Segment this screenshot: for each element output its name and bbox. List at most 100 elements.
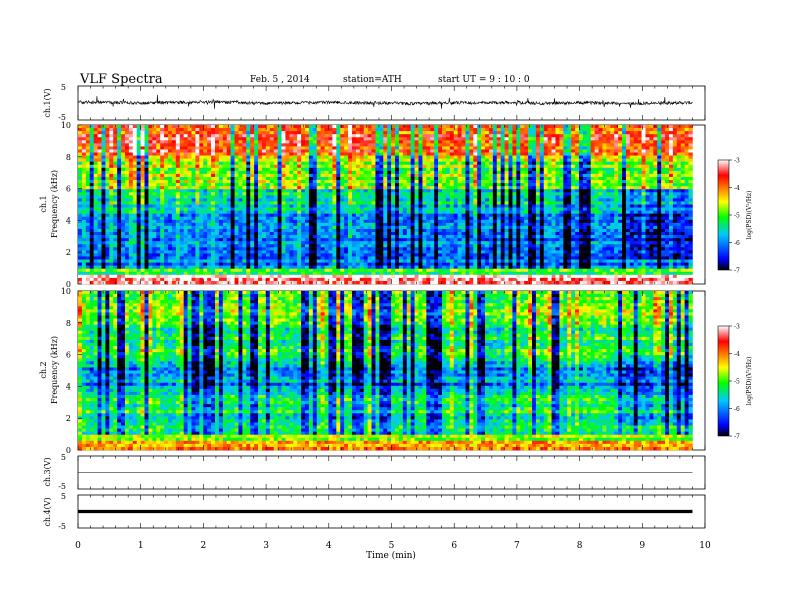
spectrogram-cell — [164, 216, 169, 221]
spectrogram-cell — [395, 186, 400, 190]
spectrogram-cell — [387, 183, 392, 187]
spectrogram-cell — [387, 207, 392, 211]
spectrogram-cell — [508, 146, 513, 150]
spectrogram-cell — [97, 186, 102, 190]
spectrogram-cell — [567, 207, 572, 211]
spectrogram-cell — [375, 131, 380, 135]
spectrogram-cell — [520, 180, 525, 184]
spectrogram-cell — [207, 164, 212, 169]
spectrogram-cell — [281, 164, 286, 169]
spectrogram-cell — [610, 192, 615, 196]
spectrogram-cell — [348, 192, 353, 196]
spectrogram-cell — [524, 189, 529, 193]
spectrogram-cell — [684, 213, 689, 218]
spectrogram-cell — [109, 134, 114, 138]
spectrogram-cell — [457, 189, 462, 193]
spectrogram-cell — [649, 152, 654, 156]
spectrogram-cell — [359, 189, 364, 193]
spectrogram-cell — [93, 207, 98, 211]
spectrogram-cell — [293, 152, 298, 156]
spectrogram-cell — [406, 189, 411, 193]
spectrogram-cell — [117, 173, 122, 178]
spectrogram-cell — [614, 195, 619, 199]
spectrogram-cell — [105, 140, 110, 144]
spectrogram-cell — [496, 134, 501, 138]
spectrogram-cell — [430, 176, 435, 181]
spectrogram-cell — [305, 128, 310, 132]
spectrogram-cell — [606, 173, 611, 178]
spectrogram-cell — [477, 192, 482, 196]
spectrogram-cell — [289, 152, 294, 156]
spectrogram-cell — [320, 195, 325, 199]
spectrogram-cell — [175, 137, 181, 141]
spectrogram-cell — [175, 207, 181, 211]
spectrogram-cell — [465, 161, 470, 166]
spectrogram-cell — [109, 125, 114, 129]
spectrogram-cell — [124, 192, 130, 196]
spectrogram-cell — [160, 158, 165, 162]
spectrogram-cell — [261, 173, 267, 178]
spectrogram-cell — [269, 210, 274, 214]
spectrogram-cell — [124, 155, 130, 159]
spectrogram-cell — [160, 125, 165, 129]
spectrogram-cell — [81, 219, 87, 224]
spectrogram-cell — [406, 186, 411, 190]
spectrogram-cell — [97, 201, 102, 205]
spectrogram-cell — [391, 198, 396, 202]
spectrogram-cell — [477, 152, 482, 156]
spectrogram-cell — [402, 167, 408, 172]
spectrogram-cell — [633, 152, 638, 156]
spectrogram-cell — [453, 146, 458, 150]
spectrogram-cell — [132, 176, 137, 181]
spectrogram-cell — [398, 201, 404, 205]
spectrogram-cell — [183, 137, 188, 141]
spectrogram-cell — [277, 192, 282, 196]
spectrogram-cell — [508, 192, 513, 196]
spectrogram-cell — [81, 128, 87, 132]
spectrogram-cell — [395, 176, 400, 181]
spectrogram-cell — [563, 155, 568, 159]
spectrogram-cell — [571, 216, 576, 221]
spectrogram-cell — [535, 210, 541, 214]
spectrogram-cell — [371, 213, 376, 218]
spectrogram-cell — [226, 125, 231, 129]
spectrogram-cell — [246, 173, 251, 178]
spectrogram-cell — [665, 207, 670, 211]
spectrogram-cell — [128, 149, 134, 153]
spectrogram-cell — [641, 195, 646, 199]
spectrogram-cell — [496, 152, 501, 156]
spectrogram-cell — [602, 180, 607, 184]
spectrogram-cell — [606, 143, 611, 147]
spectrogram-cell — [594, 167, 599, 172]
spectrogram-cell — [500, 158, 505, 162]
spectrogram-cell — [285, 137, 290, 141]
spectrogram-cell — [89, 143, 94, 147]
spectrogram-cell — [406, 192, 411, 196]
spectrogram-cell — [203, 192, 208, 196]
spectrogram-cell — [187, 131, 192, 135]
spectrogram-cell — [160, 183, 165, 187]
spectrogram-cell — [481, 186, 486, 190]
spectrogram-cell — [473, 134, 478, 138]
spectrogram-cell — [594, 198, 599, 202]
spectrogram-cell — [426, 210, 431, 214]
spectrogram-cell — [164, 131, 169, 135]
spectrogram-cell — [504, 128, 509, 132]
spectrogram-cell — [344, 155, 349, 159]
spectrogram-cell — [524, 158, 529, 162]
spectrogram-cell — [395, 213, 400, 218]
spectrogram-cell — [438, 149, 443, 153]
spectrogram-cell — [89, 164, 94, 169]
spectrogram-cell — [590, 164, 595, 169]
spectrogram-cell — [606, 152, 611, 156]
spectrogram-cell — [633, 186, 638, 190]
spectrogram-cell — [575, 131, 580, 135]
spectrogram-cell — [567, 180, 572, 184]
spectrogram-cell — [375, 128, 380, 132]
spectrogram-cell — [625, 149, 631, 153]
spectrogram-cell — [430, 216, 435, 221]
spectrogram-cell — [332, 213, 337, 218]
spectrogram-cell — [473, 176, 478, 181]
spectrogram-cell — [332, 195, 337, 199]
spectrogram-cell — [320, 167, 325, 172]
